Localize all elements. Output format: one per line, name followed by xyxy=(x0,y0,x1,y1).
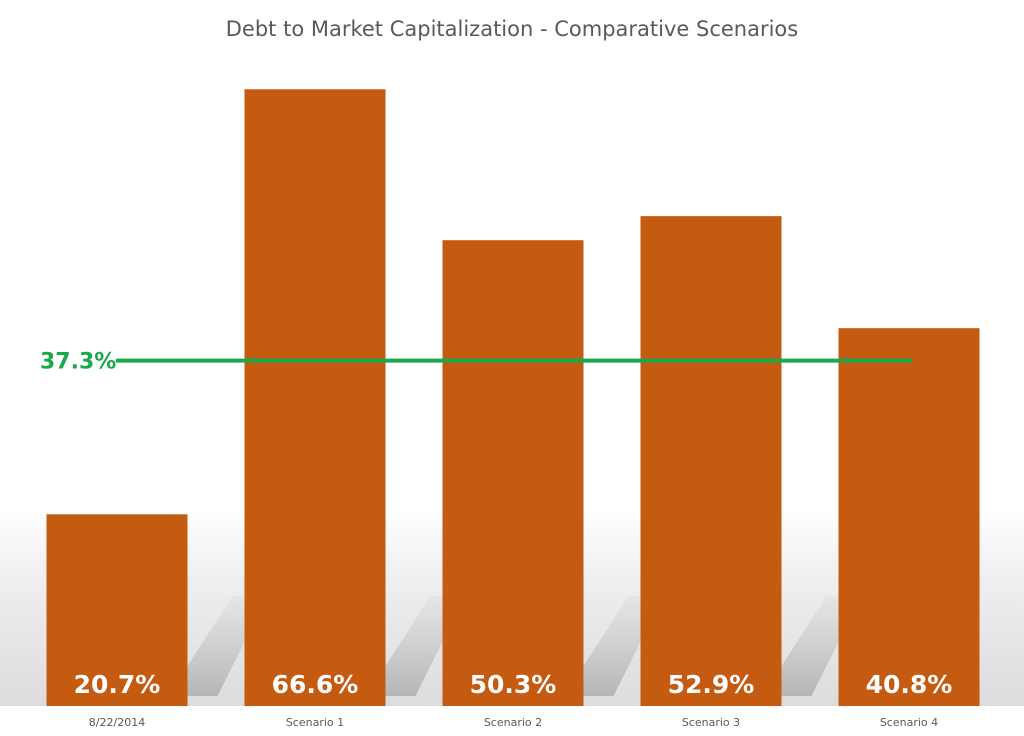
x-tick-label: Scenario 3 xyxy=(682,716,740,729)
chart-title: Debt to Market Capitalization - Comparat… xyxy=(226,17,798,41)
data-label: 50.3% xyxy=(470,670,557,699)
data-label: 52.9% xyxy=(668,670,755,699)
x-tick-label: Scenario 2 xyxy=(484,716,542,729)
bar xyxy=(640,216,782,706)
x-tick-label: Scenario 1 xyxy=(286,716,344,729)
bar xyxy=(838,328,980,706)
bar xyxy=(244,89,386,707)
bar xyxy=(46,514,188,706)
data-label: 20.7% xyxy=(74,670,161,699)
data-label: 40.8% xyxy=(866,670,953,699)
x-axis-tick-labels: 8/22/2014 Scenario 1 Scenario 2 Scenario 3 S… xyxy=(89,716,938,729)
data-labels-group: 20.7% 66.6% 50.3% 52.9% 40.8% xyxy=(74,670,953,699)
x-tick-label: Scenario 4 xyxy=(880,716,938,729)
reference-line-label: 37.3% xyxy=(40,350,116,375)
bar xyxy=(442,240,584,706)
data-label: 66.6% xyxy=(272,670,359,699)
bars-group xyxy=(46,89,980,707)
x-tick-label: 8/22/2014 xyxy=(89,716,145,729)
